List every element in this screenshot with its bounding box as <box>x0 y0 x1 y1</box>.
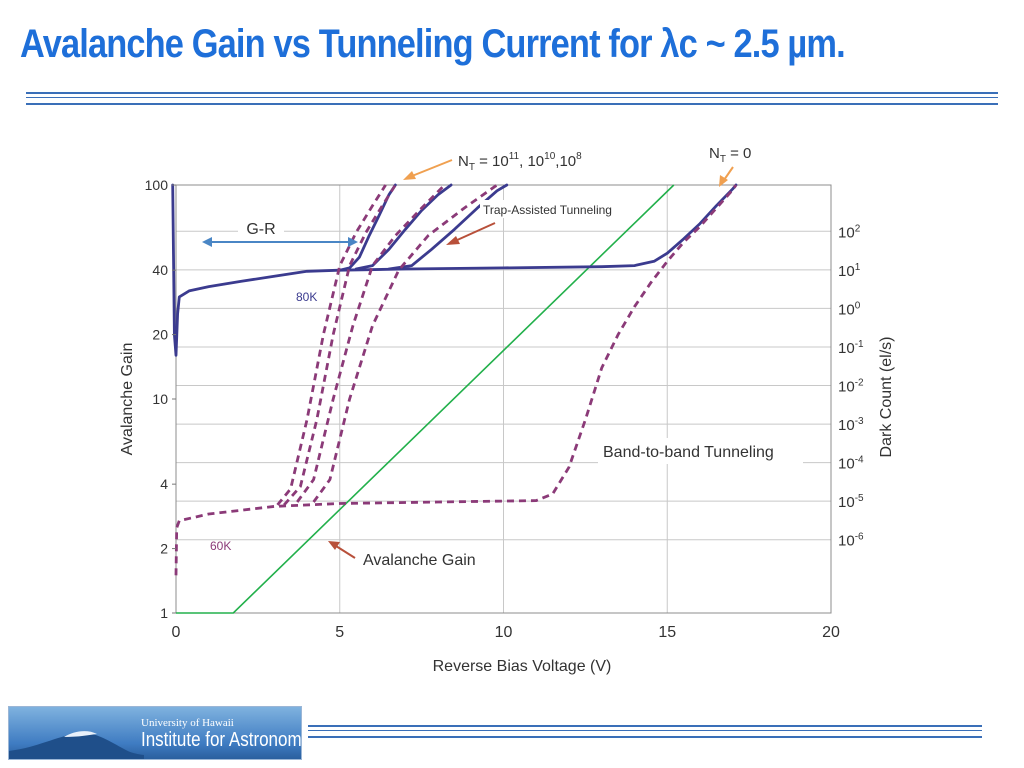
x-tick-label: 0 <box>172 624 181 641</box>
gr-arrowhead-right <box>348 237 358 247</box>
label-80k: 80K <box>296 290 317 304</box>
label-60k: 60K <box>210 539 231 553</box>
y2-tick-label: 100 <box>838 300 861 318</box>
nt-zero-arrow <box>723 166 734 181</box>
y2-tick-label: 101 <box>838 262 861 280</box>
institute-logo: University of Hawaii Institute for Astro… <box>8 706 302 760</box>
y-tick-label: 2 <box>160 541 168 557</box>
gr-label: G-R <box>246 221 275 238</box>
gain-arrow <box>335 545 356 559</box>
gain-arrowhead <box>328 541 340 550</box>
gain-curve-60k-nt10 <box>296 184 446 503</box>
x-axis-title: Reverse Bias Voltage (V) <box>433 658 612 675</box>
gain-curve-80k-nt11 <box>338 183 397 272</box>
gain-curve-60k-nt11-b <box>283 184 397 506</box>
gain-curve-60k-nt11-a <box>276 184 387 506</box>
y-axis-title: Avalanche Gain <box>119 343 136 456</box>
trap-tunneling-label: Trap-Assisted Tunneling <box>483 203 612 217</box>
y-tick-label: 1 <box>160 605 168 621</box>
x-tick-label: 5 <box>335 624 344 641</box>
y-tick-label: 10 <box>152 391 168 407</box>
y2-axis-title: Dark Count (el/s) <box>878 337 895 458</box>
gain-curve-80k-nt8 <box>387 183 509 271</box>
x-tick-label: 15 <box>658 624 676 641</box>
nt-values-label: NT = 1011, 1010,108 <box>458 151 582 173</box>
gr-arrowhead-left <box>202 237 212 247</box>
y-tick-label: 4 <box>160 476 168 492</box>
y2-tick-label: 102 <box>838 223 861 241</box>
footer-divider <box>308 725 982 738</box>
gain-annotation-label: Avalanche Gain <box>363 552 476 569</box>
y2-tick-label: 10-3 <box>838 416 864 434</box>
gain-curve-80k-nt10 <box>354 183 453 271</box>
x-tick-label: 10 <box>495 624 513 641</box>
tunneling-current-line <box>176 184 675 614</box>
y2-tick-label: 10-2 <box>838 378 864 396</box>
trap-arrowhead <box>446 236 460 245</box>
mountain-logo-icon <box>9 731 144 759</box>
gain-curve-60k-nt8 <box>312 183 498 503</box>
y2-tick-label: 10-1 <box>838 339 864 357</box>
y2-tick-label: 10-6 <box>838 532 864 550</box>
trap-arrow <box>454 222 496 242</box>
y2-tick-label: 10-4 <box>838 455 864 473</box>
institute-label: Institute for Astronomy <box>141 729 302 751</box>
y2-tick-label: 10-5 <box>838 493 864 511</box>
title-divider <box>26 92 998 105</box>
gain-curve-60k-nt0 <box>174 184 738 576</box>
x-tick-label: 20 <box>822 624 840 641</box>
university-label: University of Hawaii <box>141 717 234 729</box>
nt-zero-arrowhead <box>719 175 728 187</box>
y-tick-label: 20 <box>152 327 168 343</box>
gain-vs-bias-chart: 0 5 10 15 2012410204010010-610-510-410-310-2… <box>119 145 895 675</box>
nt-zero-label: NT = 0 <box>709 145 751 165</box>
band-tunneling-label: Band-to-band Tunneling <box>603 444 774 461</box>
y-tick-label: 100 <box>145 177 169 193</box>
y-tick-label: 40 <box>152 262 168 278</box>
nt-values-arrowhead <box>403 171 416 180</box>
page-title: Avalanche Gain vs Tunneling Current for … <box>20 22 846 66</box>
nt-values-arrow <box>411 159 453 177</box>
